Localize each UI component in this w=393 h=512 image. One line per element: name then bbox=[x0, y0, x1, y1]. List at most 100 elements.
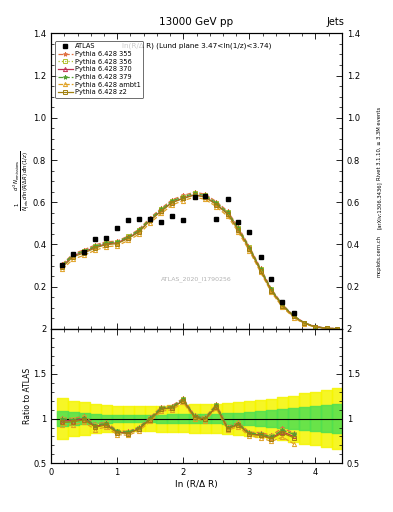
Text: Rivet 3.1.10, ≥ 3.3M events: Rivet 3.1.10, ≥ 3.3M events bbox=[377, 106, 382, 180]
Pythia 6.428 379 bbox=[291, 313, 296, 319]
Pythia 6.428 355 bbox=[170, 197, 174, 203]
Pythia 6.428 355 bbox=[192, 189, 197, 195]
Pythia 6.428 370 bbox=[269, 287, 274, 293]
Pythia 6.428 355 bbox=[225, 208, 230, 214]
Pythia 6.428 379 bbox=[280, 302, 285, 308]
ATLAS bbox=[82, 249, 86, 255]
Pythia 6.428 356 bbox=[247, 244, 252, 250]
Line: Pythia 6.428 379: Pythia 6.428 379 bbox=[60, 191, 340, 331]
Pythia 6.428 z2 bbox=[203, 194, 208, 200]
Pythia 6.428 ambt1 bbox=[225, 213, 230, 219]
Pythia 6.428 355 bbox=[82, 247, 86, 253]
Pythia 6.428 z2 bbox=[313, 324, 318, 330]
Pythia 6.428 379 bbox=[181, 194, 185, 200]
Pythia 6.428 370 bbox=[302, 320, 307, 326]
Pythia 6.428 356 bbox=[148, 216, 152, 222]
Line: Pythia 6.428 ambt1: Pythia 6.428 ambt1 bbox=[60, 195, 340, 331]
Pythia 6.428 355 bbox=[115, 238, 119, 244]
Pythia 6.428 356 bbox=[225, 209, 230, 215]
Pythia 6.428 ambt1 bbox=[181, 198, 185, 204]
Pythia 6.428 370 bbox=[203, 194, 208, 200]
Pythia 6.428 356 bbox=[302, 320, 307, 326]
Pythia 6.428 z2 bbox=[324, 325, 329, 331]
Pythia 6.428 356 bbox=[335, 326, 340, 332]
Pythia 6.428 355 bbox=[60, 261, 65, 267]
Pythia 6.428 ambt1 bbox=[82, 252, 86, 259]
Pythia 6.428 356 bbox=[258, 266, 263, 272]
Pythia 6.428 355 bbox=[269, 286, 274, 292]
ATLAS bbox=[148, 216, 152, 222]
ATLAS bbox=[280, 298, 285, 305]
Pythia 6.428 356 bbox=[93, 243, 98, 249]
Pythia 6.428 356 bbox=[313, 324, 318, 330]
Pythia 6.428 z2 bbox=[93, 245, 98, 251]
Pythia 6.428 z2 bbox=[269, 287, 274, 293]
Pythia 6.428 370 bbox=[181, 195, 185, 201]
Pythia 6.428 379 bbox=[324, 325, 329, 331]
ATLAS bbox=[236, 219, 241, 225]
Pythia 6.428 z2 bbox=[115, 241, 119, 247]
Pythia 6.428 379 bbox=[258, 266, 263, 272]
Y-axis label: $\frac{1}{N_{\mathrm{jets}}}\frac{d^2N_{\mathrm{emissions}}}{d\ln(R/\Delta R)\,d: $\frac{1}{N_{\mathrm{jets}}}\frac{d^2N_{… bbox=[11, 151, 31, 211]
Pythia 6.428 355 bbox=[302, 319, 307, 326]
Pythia 6.428 356 bbox=[159, 206, 164, 212]
Pythia 6.428 ambt1 bbox=[148, 220, 152, 226]
Text: [arXiv:1306.3436]: [arXiv:1306.3436] bbox=[377, 181, 382, 229]
Pythia 6.428 379 bbox=[203, 193, 208, 199]
Pythia 6.428 370 bbox=[225, 210, 230, 217]
Pythia 6.428 356 bbox=[60, 262, 65, 268]
Pythia 6.428 356 bbox=[203, 192, 208, 198]
Pythia 6.428 355 bbox=[247, 244, 252, 250]
Pythia 6.428 z2 bbox=[258, 268, 263, 274]
Pythia 6.428 356 bbox=[137, 227, 141, 233]
ATLAS bbox=[115, 224, 119, 230]
ATLAS bbox=[104, 235, 108, 241]
Pythia 6.428 z2 bbox=[148, 217, 152, 223]
Text: mcplots.cern.ch: mcplots.cern.ch bbox=[377, 235, 382, 277]
Pythia 6.428 356 bbox=[192, 190, 197, 196]
Pythia 6.428 355 bbox=[280, 302, 285, 308]
Pythia 6.428 355 bbox=[335, 326, 340, 332]
Pythia 6.428 370 bbox=[335, 326, 340, 332]
Pythia 6.428 356 bbox=[104, 240, 108, 246]
Pythia 6.428 355 bbox=[313, 324, 318, 330]
Pythia 6.428 ambt1 bbox=[269, 289, 274, 295]
Line: Pythia 6.428 370: Pythia 6.428 370 bbox=[60, 193, 340, 331]
ATLAS bbox=[181, 217, 185, 223]
Pythia 6.428 379 bbox=[214, 200, 219, 206]
Line: Pythia 6.428 356: Pythia 6.428 356 bbox=[60, 191, 340, 331]
Pythia 6.428 ambt1 bbox=[302, 321, 307, 327]
Pythia 6.428 ambt1 bbox=[170, 202, 174, 208]
Pythia 6.428 ambt1 bbox=[93, 247, 98, 253]
Pythia 6.428 ambt1 bbox=[60, 266, 65, 272]
Pythia 6.428 ambt1 bbox=[214, 204, 219, 210]
Pythia 6.428 z2 bbox=[126, 236, 131, 242]
Pythia 6.428 ambt1 bbox=[258, 269, 263, 275]
Pythia 6.428 370 bbox=[126, 234, 131, 241]
Line: Pythia 6.428 355: Pythia 6.428 355 bbox=[60, 190, 340, 331]
Pythia 6.428 370 bbox=[71, 252, 75, 259]
Pythia 6.428 370 bbox=[291, 313, 296, 319]
ATLAS bbox=[71, 251, 75, 257]
Text: 13000 GeV pp: 13000 GeV pp bbox=[160, 16, 233, 27]
Pythia 6.428 ambt1 bbox=[126, 238, 131, 244]
Pythia 6.428 379 bbox=[126, 233, 131, 240]
Pythia 6.428 ambt1 bbox=[236, 229, 241, 235]
Pythia 6.428 ambt1 bbox=[104, 244, 108, 250]
Pythia 6.428 370 bbox=[313, 324, 318, 330]
Pythia 6.428 z2 bbox=[280, 303, 285, 309]
Pythia 6.428 379 bbox=[71, 252, 75, 258]
ATLAS bbox=[214, 216, 219, 222]
Y-axis label: Ratio to ATLAS: Ratio to ATLAS bbox=[23, 368, 32, 424]
Pythia 6.428 355 bbox=[71, 251, 75, 257]
Pythia 6.428 ambt1 bbox=[280, 304, 285, 310]
Pythia 6.428 370 bbox=[280, 303, 285, 309]
Pythia 6.428 379 bbox=[60, 262, 65, 268]
Pythia 6.428 356 bbox=[82, 248, 86, 254]
Pythia 6.428 379 bbox=[192, 190, 197, 197]
Pythia 6.428 370 bbox=[192, 191, 197, 198]
Pythia 6.428 ambt1 bbox=[313, 324, 318, 330]
Pythia 6.428 379 bbox=[137, 227, 141, 233]
ATLAS bbox=[291, 310, 296, 316]
Pythia 6.428 ambt1 bbox=[159, 210, 164, 217]
